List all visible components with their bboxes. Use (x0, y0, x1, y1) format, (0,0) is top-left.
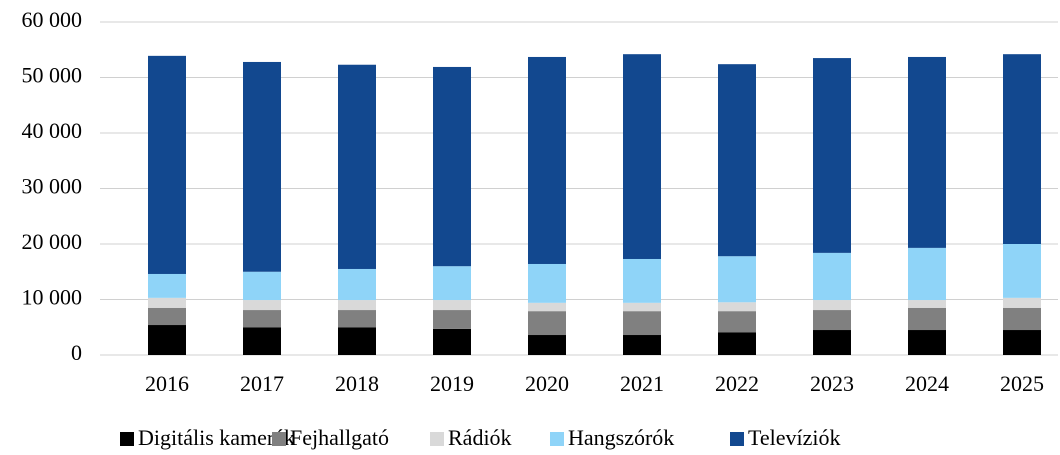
bar-segment (243, 300, 281, 311)
x-tick-label: 2020 (525, 371, 569, 396)
x-tick-label: 2024 (905, 371, 949, 396)
x-tick-label: 2017 (240, 371, 284, 396)
bar-segment (528, 335, 566, 355)
y-tick-label: 0 (71, 340, 82, 365)
legend-swatch (430, 432, 444, 446)
y-tick-label: 10 000 (22, 285, 83, 310)
bar-segment (433, 328, 471, 355)
bar-segment (148, 325, 186, 355)
bar-segment (528, 263, 566, 303)
legend-label: Digitális kamerák (138, 425, 295, 450)
bar-segment (338, 310, 376, 328)
legend-label: Rádiók (448, 425, 512, 450)
bar-segment (623, 302, 661, 312)
bar-segment (528, 302, 566, 312)
bar-segment (908, 300, 946, 308)
bar-segment (908, 247, 946, 301)
bar-segment (148, 55, 186, 274)
legend-swatch (120, 432, 134, 446)
bar-segment (813, 58, 851, 253)
bar-segment (623, 311, 661, 336)
bar-segment (148, 297, 186, 308)
x-tick-label: 2023 (810, 371, 854, 396)
bar-segment (338, 64, 376, 269)
bar-segment (243, 327, 281, 355)
bar-segment (338, 300, 376, 311)
bar-segment (718, 64, 756, 257)
bar-segment (813, 252, 851, 301)
x-tick-label: 2018 (335, 371, 379, 396)
bar-segment (623, 54, 661, 259)
bar-segment (1003, 330, 1041, 355)
bar-segment (623, 258, 661, 303)
legend-label: Hangszórók (568, 425, 674, 450)
bar-segment (718, 256, 756, 303)
bar-segment (1003, 244, 1041, 298)
legend-swatch (730, 432, 744, 446)
bar-segment (813, 310, 851, 331)
bar-segment (433, 66, 471, 267)
bar-segment (908, 330, 946, 355)
bar-segment (433, 300, 471, 311)
x-tick-label: 2021 (620, 371, 664, 396)
x-tick-label: 2019 (430, 371, 474, 396)
bar-segment (1003, 307, 1041, 331)
bar-segment (338, 327, 376, 355)
y-tick-label: 30 000 (22, 174, 83, 199)
bar-segment (338, 268, 376, 301)
bar-segment (528, 311, 566, 336)
bar-segment (1003, 54, 1041, 244)
bar-segment (813, 300, 851, 311)
bar-segment (528, 56, 566, 264)
bar-segment (908, 56, 946, 248)
y-tick-label: 60 000 (22, 7, 83, 32)
bar-segment (148, 307, 186, 326)
y-tick-label: 40 000 (22, 118, 83, 143)
bar-segment (433, 310, 471, 329)
bar-segment (623, 335, 661, 355)
y-tick-label: 20 000 (22, 229, 83, 254)
bar-segment (243, 61, 281, 272)
bar-segment (718, 311, 756, 333)
bar-segment (908, 307, 946, 331)
legend-swatch (272, 432, 286, 446)
legend-label: Fejhallgató (290, 425, 389, 450)
y-tick-label: 50 000 (22, 63, 83, 88)
bar-segment (1003, 297, 1041, 308)
x-tick-label: 2022 (715, 371, 759, 396)
bar-segment (148, 273, 186, 298)
legend-label: Televíziók (748, 425, 841, 450)
bar-segment (243, 310, 281, 328)
bar-segment (433, 266, 471, 301)
bar-segment (243, 271, 281, 301)
x-tick-label: 2025 (1000, 371, 1044, 396)
x-tick-label: 2016 (145, 371, 189, 396)
bar-segment (718, 332, 756, 355)
legend-swatch (550, 432, 564, 446)
bar-segment (813, 330, 851, 355)
bar-segment (718, 302, 756, 312)
